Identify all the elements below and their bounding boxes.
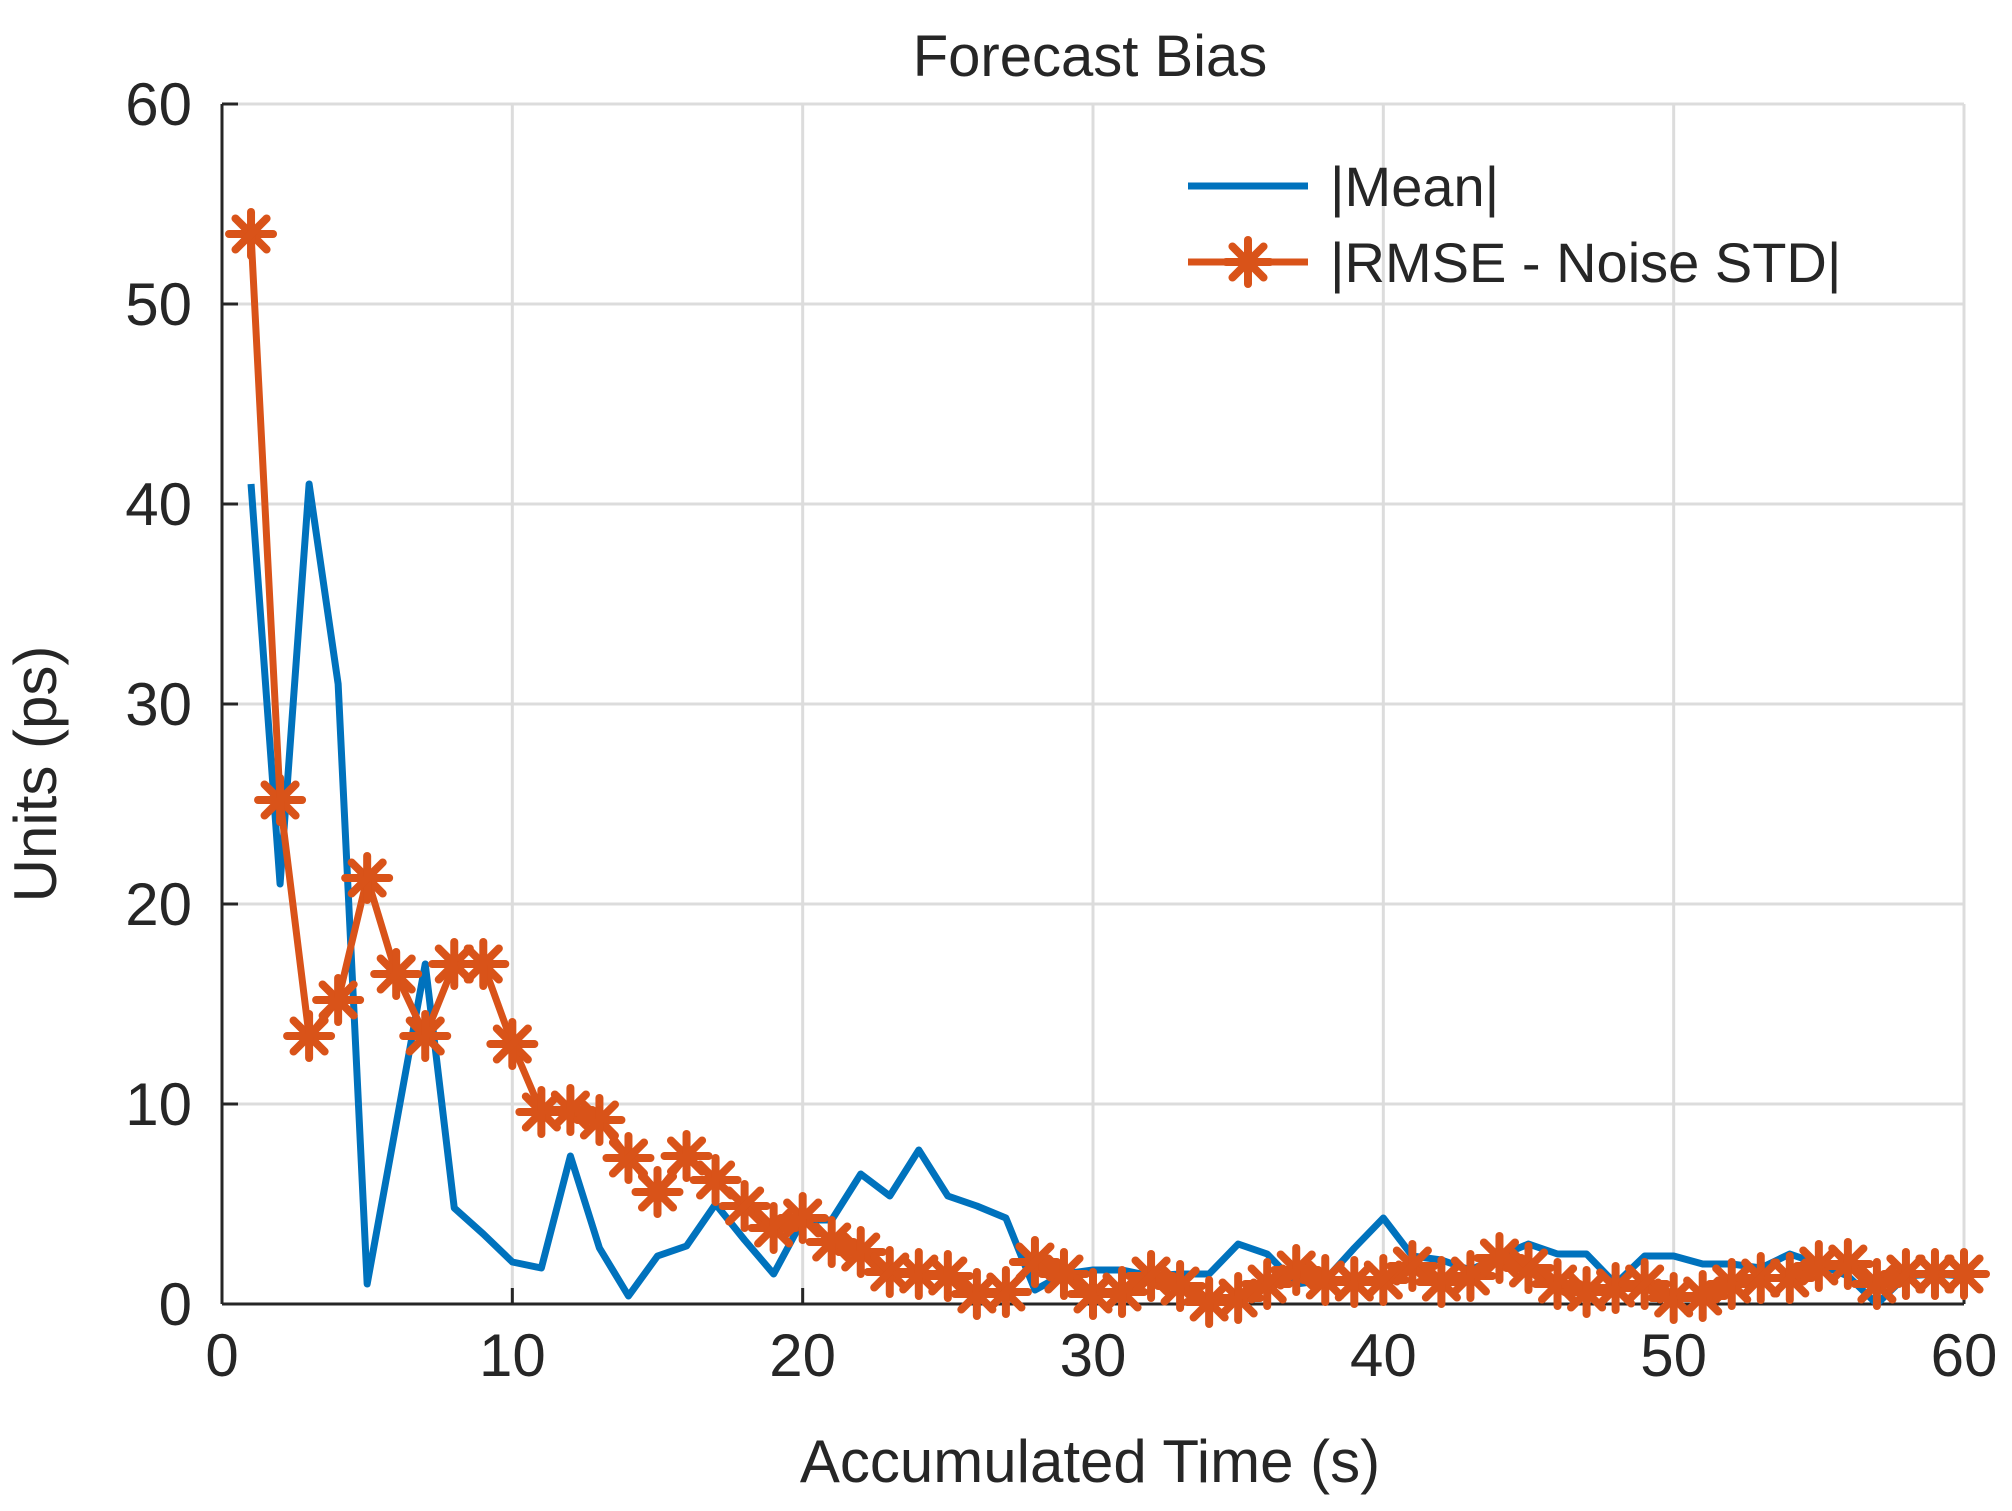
- legend-item-2: |RMSE - Noise STD|: [1188, 231, 1841, 294]
- legend: |Mean| |RMSE - Noise STD|: [1188, 155, 1841, 294]
- y-tick-label: 50: [125, 271, 192, 338]
- x-tick-label: 0: [205, 1322, 238, 1389]
- series: [225, 208, 1990, 1328]
- data-point-marker: [1386, 1240, 1439, 1292]
- tick-labels: 0 10 20 30 40 50 60 0 10 20 30 40 50 60: [125, 71, 1997, 1389]
- data-point-marker: [979, 1266, 1032, 1318]
- series-2: [225, 208, 1990, 1328]
- chart-title: Forecast Bias: [913, 24, 1268, 89]
- series-1: [247, 480, 1965, 1308]
- data-point-marker: [573, 1094, 626, 1146]
- data-point-marker: [254, 774, 307, 826]
- x-tick-label: 30: [1060, 1322, 1127, 1389]
- data-point-marker: [312, 974, 365, 1026]
- y-tick-label: 0: [159, 1271, 192, 1338]
- data-point-marker: [341, 852, 394, 904]
- y-tick-label: 40: [125, 471, 192, 538]
- data-point-marker: [486, 1018, 539, 1070]
- x-tick-label: 60: [1931, 1322, 1998, 1389]
- data-point-marker: [370, 948, 423, 1000]
- legend-label: |Mean|: [1330, 155, 1499, 218]
- series-line: [247, 480, 1965, 1308]
- data-point-marker: [283, 1010, 336, 1062]
- grid: [222, 102, 1966, 1304]
- data-point-marker: [1821, 1238, 1874, 1290]
- legend-label: |RMSE - Noise STD|: [1330, 231, 1841, 294]
- legend-item-1: |Mean|: [1188, 155, 1499, 218]
- x-tick-label: 10: [479, 1322, 546, 1389]
- data-point-marker: [1938, 1248, 1990, 1300]
- y-tick-label: 10: [125, 1071, 192, 1138]
- data-point-marker: [863, 1246, 916, 1298]
- data-point-marker: [225, 208, 278, 260]
- data-point-marker: [718, 1180, 771, 1232]
- data-point-marker: [834, 1226, 887, 1278]
- data-point-marker: [399, 1010, 452, 1062]
- data-point-marker: [602, 1132, 655, 1184]
- data-point-marker: [1705, 1258, 1758, 1310]
- x-axis-title: Accumulated Time (s): [800, 1428, 1380, 1495]
- data-point-marker: [631, 1166, 684, 1218]
- y-tick-label: 30: [125, 671, 192, 738]
- y-tick-label: 60: [125, 71, 192, 138]
- data-point-marker: [457, 938, 510, 990]
- data-point-marker: [1037, 1248, 1090, 1300]
- x-tick-label: 20: [769, 1322, 836, 1389]
- y-tick-label: 20: [125, 871, 192, 938]
- y-axis-title: Units (ps): [2, 646, 69, 903]
- x-tick-label: 50: [1640, 1322, 1707, 1389]
- legend-marker: [1222, 236, 1274, 288]
- data-point-marker: [1647, 1272, 1700, 1324]
- x-tick-label: 40: [1350, 1322, 1417, 1389]
- data-point-marker: [1067, 1268, 1119, 1320]
